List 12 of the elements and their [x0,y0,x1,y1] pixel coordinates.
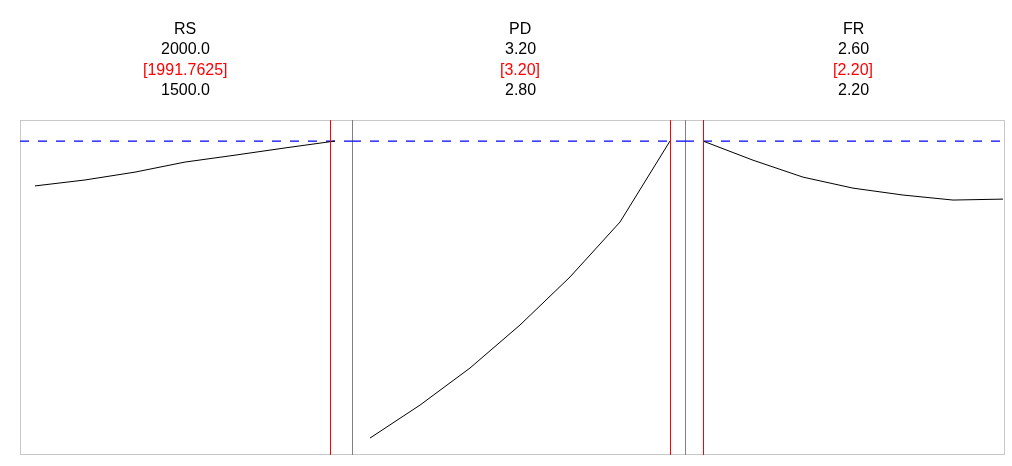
text: 3.20 [505,40,537,57]
text: [1991.7625] [143,61,228,78]
text: 2.80 [505,81,537,98]
chart-title: RS [174,20,197,37]
text: 2.20 [838,81,870,98]
text: [3.20] [500,61,541,78]
text: 2000.0 [161,40,211,57]
text: 2.60 [838,40,870,57]
text: 1500.0 [161,81,211,98]
text: [2.20] [833,61,874,78]
chart-title: FR [843,20,865,37]
chart-title: PD [509,20,532,37]
